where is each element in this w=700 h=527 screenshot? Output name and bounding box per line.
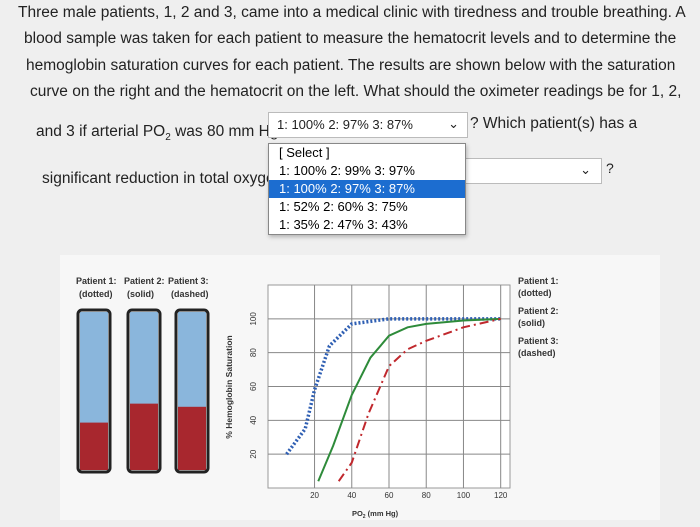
tube-legend: Patient 2: xyxy=(124,276,165,286)
text: was 80 mm Hg xyxy=(170,123,279,140)
dropdown-option[interactable]: [ Select ] xyxy=(279,145,330,160)
curve xyxy=(337,317,501,482)
dropdown[interactable]: ⌄ xyxy=(462,158,602,184)
dropdown-value: 1: 100% 2: 97% 3: 87% xyxy=(277,117,413,132)
question-line: Three male patients, 1, 2 and 3, came in… xyxy=(18,4,686,21)
subscript: 2 xyxy=(165,132,171,144)
tube-legend: (dashed) xyxy=(171,289,209,299)
chevron: ⌄ xyxy=(580,162,591,177)
dropdown-options: [ Select ] 1: 100% 2: 99% 3: 97% 1: 100% 2… xyxy=(268,143,466,235)
y-tick-label: 60 xyxy=(249,382,258,391)
question-text: ? Which patient(s) has a xyxy=(470,115,638,132)
text: and 3 if arterial PO xyxy=(36,123,166,140)
curve xyxy=(317,317,501,482)
chevron: ⌄ xyxy=(448,116,459,131)
dropdown[interactable]: 1: 100% 2: 97% 3: 87% ⌄ xyxy=(268,112,468,138)
tube-legend: Patient 1: xyxy=(76,276,117,286)
legend-name: Patient 1: xyxy=(518,276,559,286)
question-line: blood sample was taken for each patient … xyxy=(24,30,677,47)
tube-outline xyxy=(174,308,210,474)
y-tick-label: 100 xyxy=(249,312,258,326)
y-axis-label: % Hemoglobin Saturation xyxy=(224,335,234,438)
question-line: hemoglobin saturation curves for each pa… xyxy=(26,57,676,74)
question-text: ? xyxy=(606,160,614,176)
question-line: curve on the right and the hematocrit on… xyxy=(30,83,682,100)
tube-cells xyxy=(80,422,108,470)
tube-cells xyxy=(130,403,158,470)
x-tick-label: 120 xyxy=(494,491,508,500)
tube-cells xyxy=(178,406,206,470)
tube-plasma xyxy=(80,312,108,470)
legend-style: (solid) xyxy=(518,318,545,328)
x-tick-label: 100 xyxy=(457,491,471,500)
x-tick-label: 80 xyxy=(422,491,431,500)
tube-plasma xyxy=(178,312,206,470)
question-text: significant reduction in total oxygen xyxy=(42,170,284,187)
dropdown-option[interactable]: 1: 52% 2: 60% 3: 75% xyxy=(279,199,408,214)
curve xyxy=(285,317,501,456)
dropdown-option[interactable]: 1: 100% 2: 97% 3: 87% xyxy=(269,180,465,198)
text: (mm Hg) xyxy=(366,509,399,518)
figure-background xyxy=(60,255,660,520)
tube-legend: (solid) xyxy=(127,289,154,299)
x-tick-label: 40 xyxy=(347,491,356,500)
y-tick-label: 20 xyxy=(249,449,258,458)
legend-name: Patient 3: xyxy=(518,336,559,346)
tube-plasma xyxy=(130,312,158,470)
tube-outline xyxy=(126,308,162,474)
y-tick-label: 40 xyxy=(249,415,258,424)
tube-legend: Patient 3: xyxy=(168,276,209,286)
subscript: 2 xyxy=(363,514,366,520)
dropdown-option[interactable]: 1: 100% 2: 99% 3: 97% xyxy=(279,163,415,178)
y-tick-label: 80 xyxy=(249,348,258,357)
x-axis-label: PO2 (mm Hg) xyxy=(352,509,399,520)
dropdown-option[interactable]: 1: 35% 2: 47% 3: 43% xyxy=(279,217,408,232)
x-tick-label: 60 xyxy=(385,491,394,500)
legend-style: (dotted) xyxy=(518,288,552,298)
text: PO xyxy=(352,509,363,518)
plot-area xyxy=(267,284,511,489)
legend-style: (dashed) xyxy=(518,348,556,358)
tube-outline xyxy=(76,308,112,474)
x-tick-label: 20 xyxy=(310,491,319,500)
tube-legend: (dotted) xyxy=(79,289,113,299)
legend-name: Patient 2: xyxy=(518,306,559,316)
question-line: and 3 if arterial PO2 was 80 mm Hg xyxy=(36,123,278,143)
